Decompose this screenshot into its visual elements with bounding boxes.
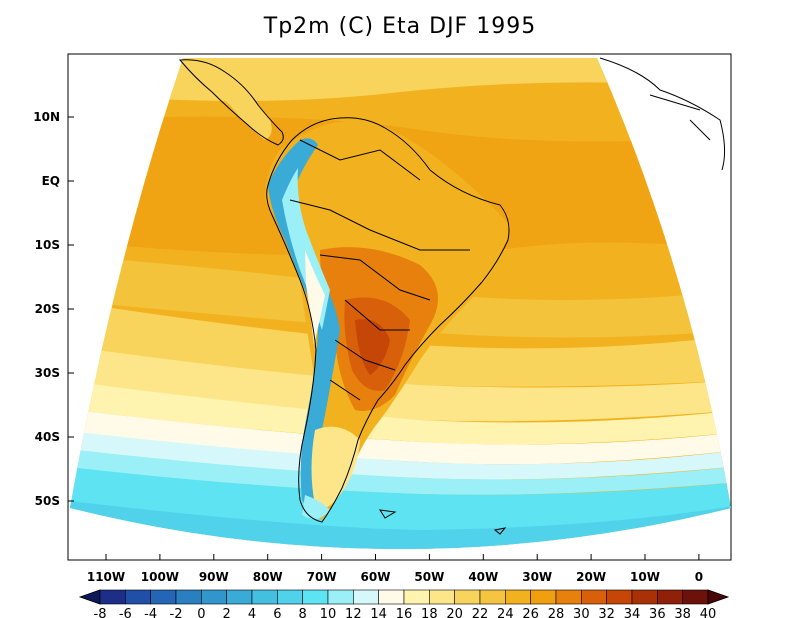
longitude-axis: 110W 100W 90W 80W 70W 60W 50W 40W 30W 20W 10W 0 — [87, 554, 703, 584]
colorbar-level-label: -6 — [119, 607, 132, 618]
colorbar-level-label: -8 — [94, 607, 107, 618]
colorbar-swatch — [530, 589, 557, 605]
colorbar-level-label: 12 — [345, 607, 362, 618]
colorbar-over-arrow — [707, 589, 730, 605]
colorbar-level-label: 18 — [421, 607, 438, 618]
colorbar-level-label: 22 — [472, 607, 489, 618]
lat-tick-label: 10S — [35, 238, 60, 252]
colorbar-level-label: 26 — [522, 607, 539, 618]
colorbar-level-label: 28 — [548, 607, 565, 618]
colorbar-level-label: -2 — [170, 607, 183, 618]
lon-tick-label: 80W — [253, 570, 283, 584]
colorbar-level-label: 6 — [273, 607, 281, 618]
lat-tick-label: 10N — [33, 110, 60, 124]
colorbar: -8 -6 -4 -2 0 2 4 6 8 10 12 14 16 18 20 22 24 26 28 30 32 34 3… — [78, 589, 730, 618]
latitude-axis: 10N EQ 10S 20S 30S 40S 50S — [33, 110, 74, 508]
colorbar-level-label: 14 — [370, 607, 387, 618]
colorbar-level-label: 30 — [573, 607, 590, 618]
colorbar-swatch — [581, 589, 607, 605]
lat-tick-label: 40S — [35, 430, 60, 444]
colorbar-level-label: 36 — [649, 607, 666, 618]
colorbar-swatch — [555, 589, 582, 605]
lat-tick-label: EQ — [42, 174, 60, 188]
colorbar-level-label: 20 — [446, 607, 463, 618]
temperature-field — [70, 58, 731, 549]
colorbar-level-label: 16 — [396, 607, 413, 618]
lon-tick-label: 100W — [141, 570, 179, 584]
colorbar-swatch — [682, 589, 709, 605]
colorbar-level-label: 0 — [197, 607, 205, 618]
colorbar-swatch — [277, 589, 303, 605]
lon-tick-label: 0 — [695, 570, 703, 584]
coastlines — [178, 57, 726, 535]
colorbar-swatch — [606, 589, 633, 605]
colorbar-swatch — [403, 589, 430, 605]
colorbar-swatch — [429, 589, 455, 605]
colorbar-swatch — [454, 589, 481, 605]
lat-tick-label: 20S — [35, 302, 60, 316]
colorbar-swatch — [99, 589, 126, 605]
colorbar-swatch — [657, 589, 683, 605]
lat-tick-label: 50S — [35, 494, 60, 508]
lon-tick-label: 60W — [361, 570, 391, 584]
lon-tick-label: 20W — [576, 570, 606, 584]
colorbar-swatch — [631, 589, 658, 605]
colorbar-swatch — [353, 589, 379, 605]
colorbar-level-label: -4 — [144, 607, 157, 618]
lat-tick-label: 30S — [35, 366, 60, 380]
colorbar-swatch — [201, 589, 227, 605]
colorbar-swatch — [302, 589, 329, 605]
lon-tick-label: 50W — [414, 570, 444, 584]
colorbar-swatch — [251, 589, 278, 605]
colorbar-swatch — [125, 589, 151, 605]
colorbar-swatch — [150, 589, 177, 605]
colorbar-swatch — [378, 589, 405, 605]
colorbar-level-label: 10 — [320, 607, 337, 618]
lon-tick-label: 10W — [630, 570, 660, 584]
colorbar-level-label: 2 — [223, 607, 231, 618]
lon-tick-label: 40W — [468, 570, 498, 584]
map-title: Tp2m (C) Eta DJF 1995 — [263, 14, 537, 39]
lon-tick-label: 30W — [522, 570, 552, 584]
colorbar-level-label: 4 — [248, 607, 256, 618]
colorbar-under-arrow — [78, 589, 101, 605]
colorbar-swatch — [327, 589, 354, 605]
colorbar-swatch — [505, 589, 531, 605]
colorbar-swatch — [226, 589, 253, 605]
colorbar-level-label: 32 — [598, 607, 615, 618]
colorbar-swatch — [175, 589, 202, 605]
colorbar-level-label: 8 — [299, 607, 307, 618]
colorbar-level-label: 24 — [497, 607, 514, 618]
lon-tick-label: 70W — [307, 570, 337, 584]
colorbar-swatch — [479, 589, 506, 605]
lon-tick-label: 90W — [199, 570, 229, 584]
colorbar-level-label: 34 — [624, 607, 641, 618]
colorbar-level-label: 38 — [674, 607, 691, 618]
colorbar-level-label: 40 — [700, 607, 717, 618]
lon-tick-label: 110W — [87, 570, 125, 584]
